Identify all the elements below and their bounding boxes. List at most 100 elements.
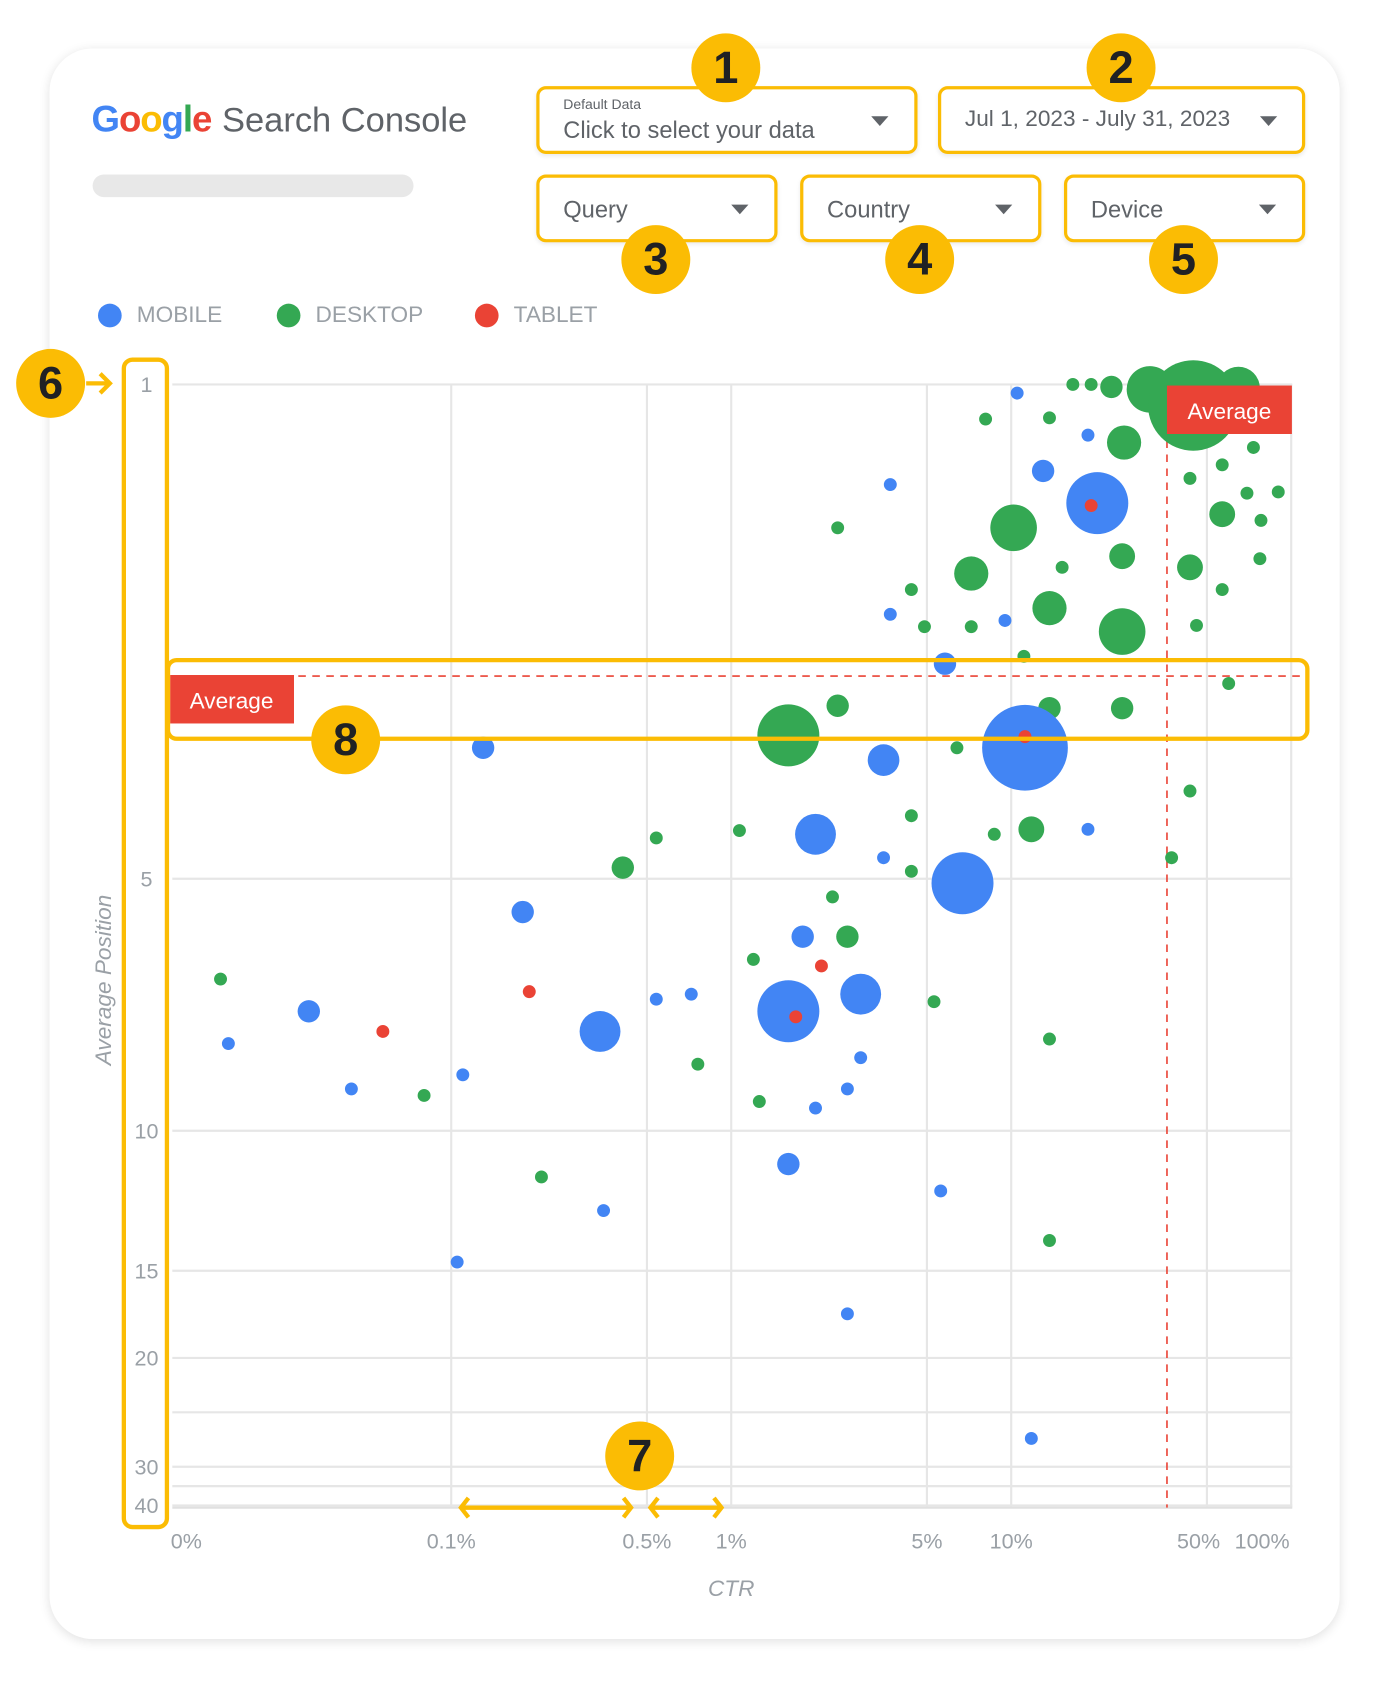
y-tick-label: 10 [134, 1119, 158, 1143]
mobile-point [840, 1307, 854, 1321]
mobile-point [791, 925, 814, 948]
annotation-badge-8: 8 [311, 705, 381, 775]
chevron-down-icon [995, 204, 1013, 214]
data-source-label: Default Data [563, 95, 642, 112]
data-source-value: Click to select your data [563, 116, 815, 144]
mobile-point [1066, 472, 1129, 535]
annotation-badge-1: 1 [691, 33, 761, 103]
mobile-point [511, 900, 534, 924]
mobile-point [809, 1101, 822, 1115]
y-axis-title: Average Position [91, 895, 116, 1068]
desktop-point [1209, 501, 1236, 528]
desktop-point [1222, 677, 1236, 690]
mobile-point [597, 1204, 611, 1218]
desktop-point [534, 1170, 548, 1184]
tablet-point [789, 1010, 803, 1024]
legend-desktop[interactable]: DESKTOP [276, 302, 424, 329]
desktop-point [1183, 784, 1197, 798]
tablet-dot-icon [474, 303, 499, 328]
desktop-point [1109, 543, 1136, 570]
legend-label: TABLET [513, 302, 598, 328]
desktop-point [964, 620, 978, 634]
mobile-point [757, 980, 820, 1043]
desktop-point [1177, 554, 1203, 581]
y-tick-label: 30 [134, 1455, 158, 1479]
desktop-point [611, 856, 634, 879]
desktop-point [691, 1057, 705, 1071]
desktop-point [826, 694, 849, 717]
annotation-badge-5: 5 [1149, 225, 1218, 294]
legend-label: DESKTOP [315, 302, 424, 328]
mobile-point [471, 736, 495, 759]
desktop-point [826, 890, 839, 904]
mobile-point [795, 813, 836, 855]
desktop-point [1043, 1032, 1056, 1046]
desktop-point [1215, 583, 1229, 597]
desktop-point [1215, 458, 1229, 472]
x-tick-label: 50% [1177, 1530, 1220, 1554]
desktop-point [954, 556, 989, 591]
desktop-point [904, 583, 918, 597]
tablet-point [1084, 499, 1098, 513]
x-tick-label: 1% [716, 1530, 747, 1554]
chevron-down-icon [1258, 204, 1277, 214]
double-arrow-icon [458, 1496, 634, 1519]
desktop-point [1106, 425, 1142, 460]
annotation-badge-3: 3 [621, 225, 691, 294]
average-ctr-label: Average [1188, 399, 1272, 424]
average-position-label-bg [170, 675, 294, 724]
query-label: Query [563, 195, 628, 223]
desktop-point [1271, 485, 1285, 499]
desktop-point [1110, 697, 1134, 720]
report-card [49, 48, 1340, 1640]
x-tick-label: 100% [1235, 1530, 1290, 1554]
mobile-point [840, 973, 882, 1015]
device-label: Device [1090, 195, 1164, 223]
desktop-point [979, 412, 993, 426]
mobile-point [854, 1051, 868, 1065]
x-tick-label: 10% [990, 1530, 1033, 1554]
mobile-point [934, 1184, 948, 1198]
placeholder-bar [92, 174, 414, 198]
mobile-point [221, 1037, 235, 1051]
annotation-badge-6: 6 [16, 348, 86, 418]
mobile-point [1081, 822, 1095, 836]
product-name: Search Console [222, 100, 468, 139]
legend-mobile[interactable]: MOBILE [97, 302, 223, 329]
logo: Google Search Console [92, 99, 468, 141]
desktop-point [1253, 552, 1267, 566]
annotation-badge-4: 4 [885, 225, 955, 294]
tablet-point [376, 1024, 390, 1038]
desktop-point [831, 521, 845, 535]
desktop-point [752, 1095, 766, 1108]
mobile-point [933, 652, 957, 675]
legend-label: MOBILE [136, 302, 223, 328]
desktop-point [1254, 513, 1268, 527]
mobile-point [998, 614, 1012, 627]
mobile-point [649, 992, 663, 1006]
desktop-point [1246, 441, 1260, 454]
mobile-point [877, 851, 891, 865]
desktop-point [904, 809, 918, 823]
desktop-dot-icon [276, 303, 301, 328]
average-position-label: Average [190, 688, 274, 713]
desktop-point [757, 704, 820, 767]
desktop-point [1043, 411, 1056, 425]
desktop-point [836, 925, 859, 948]
desktop-point [417, 1089, 431, 1102]
desktop-point [1055, 560, 1069, 574]
average-highlight-box [165, 657, 1310, 741]
desktop-point [649, 831, 663, 845]
country-dropdown[interactable]: Country [800, 174, 1042, 243]
desktop-point [1190, 618, 1203, 632]
mobile-point [684, 987, 698, 1001]
mobile-point [931, 852, 994, 915]
legend-tablet[interactable]: TABLET [474, 302, 598, 329]
mobile-point [1010, 386, 1024, 400]
desktop-point [1183, 471, 1197, 485]
y-tick-label: 1 [140, 373, 152, 397]
mobile-point [456, 1068, 470, 1082]
desktop-point [746, 952, 760, 966]
desktop-point [904, 864, 918, 878]
